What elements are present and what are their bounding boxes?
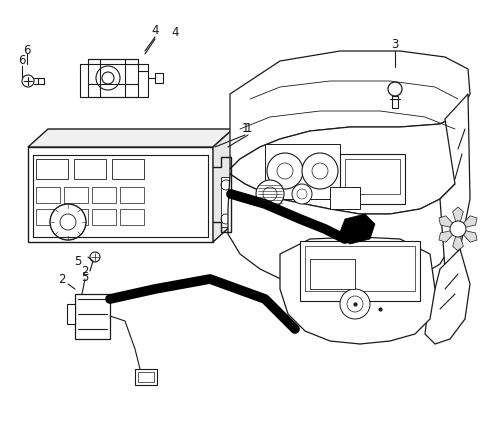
Bar	[330, 187, 360, 210]
Bar	[138, 372, 154, 382]
Bar	[305, 246, 415, 291]
Polygon shape	[228, 175, 460, 291]
Text: 5: 5	[81, 271, 89, 284]
Polygon shape	[458, 230, 477, 243]
Bar	[112, 160, 144, 180]
Polygon shape	[280, 237, 435, 344]
Polygon shape	[453, 230, 463, 251]
Text: 5: 5	[74, 255, 82, 268]
Text: 2: 2	[81, 265, 89, 278]
Polygon shape	[213, 130, 233, 242]
Bar	[340, 155, 405, 204]
Bar	[135, 369, 157, 385]
Bar	[74, 160, 106, 180]
Circle shape	[267, 154, 303, 190]
Bar	[92, 210, 116, 225]
Bar	[28, 148, 213, 242]
Polygon shape	[440, 95, 470, 269]
Circle shape	[96, 67, 120, 91]
Circle shape	[50, 204, 86, 240]
Circle shape	[388, 83, 402, 97]
Bar	[155, 74, 163, 84]
Bar	[120, 210, 144, 225]
Polygon shape	[425, 249, 470, 344]
Bar	[64, 187, 88, 204]
Text: 6: 6	[23, 43, 31, 56]
Polygon shape	[453, 207, 463, 230]
Bar	[36, 187, 60, 204]
Bar	[67, 304, 75, 324]
Text: 3: 3	[391, 38, 399, 52]
Bar	[345, 160, 400, 195]
Polygon shape	[230, 52, 470, 170]
Text: 2: 2	[58, 273, 66, 286]
Bar	[36, 160, 68, 180]
Text: 4: 4	[171, 26, 179, 40]
Bar	[310, 259, 355, 289]
Polygon shape	[338, 215, 375, 245]
Bar	[265, 145, 340, 199]
Bar	[120, 187, 144, 204]
Polygon shape	[439, 216, 458, 230]
Circle shape	[256, 181, 284, 208]
Circle shape	[22, 76, 34, 88]
Polygon shape	[458, 216, 477, 230]
Bar	[36, 210, 60, 225]
Bar	[88, 60, 138, 98]
Bar	[75, 294, 110, 339]
Text: 1: 1	[241, 121, 249, 134]
Circle shape	[450, 222, 466, 237]
Text: 4: 4	[151, 23, 159, 36]
Polygon shape	[28, 130, 233, 148]
Bar	[300, 242, 420, 301]
Circle shape	[340, 289, 370, 319]
Bar	[92, 187, 116, 204]
Bar	[221, 178, 231, 227]
Polygon shape	[439, 230, 458, 243]
Bar	[392, 97, 398, 109]
Bar	[64, 210, 88, 225]
Polygon shape	[230, 115, 468, 215]
Circle shape	[292, 184, 312, 204]
Circle shape	[302, 154, 338, 190]
Text: 1: 1	[244, 121, 252, 134]
Text: 6: 6	[18, 53, 26, 66]
